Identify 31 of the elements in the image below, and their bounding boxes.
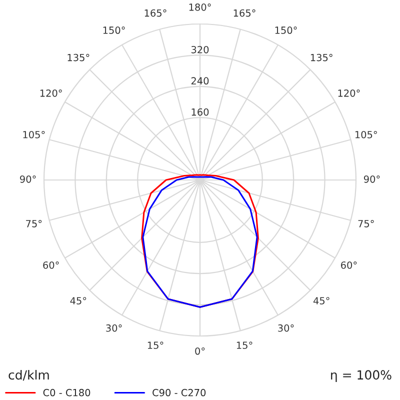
legend-label: C90 - C270 xyxy=(152,388,206,396)
spoke-label: 75° xyxy=(358,220,374,228)
spoke-label: 90° xyxy=(364,175,380,183)
spoke-label: 165° xyxy=(144,9,166,17)
spoke-label: 120° xyxy=(40,89,62,97)
spoke-label: 135° xyxy=(310,54,332,62)
spoke-label: 0° xyxy=(195,347,205,355)
spoke-label: 15° xyxy=(236,342,252,349)
spoke-label: 90° xyxy=(20,175,36,183)
text: η = 100% xyxy=(331,370,392,382)
y-tick-label: 160 xyxy=(192,108,209,116)
spoke-label: 150° xyxy=(275,26,297,34)
spoke-label: 105° xyxy=(23,130,45,138)
spoke-label: 30° xyxy=(106,324,122,332)
spoke-label: 180° xyxy=(189,3,211,11)
spoke-label: 135° xyxy=(68,54,90,62)
spoke-label: 120° xyxy=(338,89,360,97)
spoke-label: 150° xyxy=(103,26,125,34)
legend-label: C0 - C180 xyxy=(43,388,90,396)
spoke-label: 45° xyxy=(313,297,330,304)
spoke-label: 60° xyxy=(340,261,357,269)
spoke-label: 165° xyxy=(234,9,256,17)
spoke-label: 60° xyxy=(43,261,59,269)
spoke-label: 105° xyxy=(355,130,377,138)
y-tick-label: 240 xyxy=(191,77,209,85)
y-tick-label: 320 xyxy=(191,46,209,54)
spoke-label: 75° xyxy=(26,220,42,228)
spoke-label: 45° xyxy=(70,297,86,304)
spoke-label: 15° xyxy=(148,342,164,349)
text: cd/klm xyxy=(8,370,49,381)
spoke-label: 30° xyxy=(278,324,294,332)
